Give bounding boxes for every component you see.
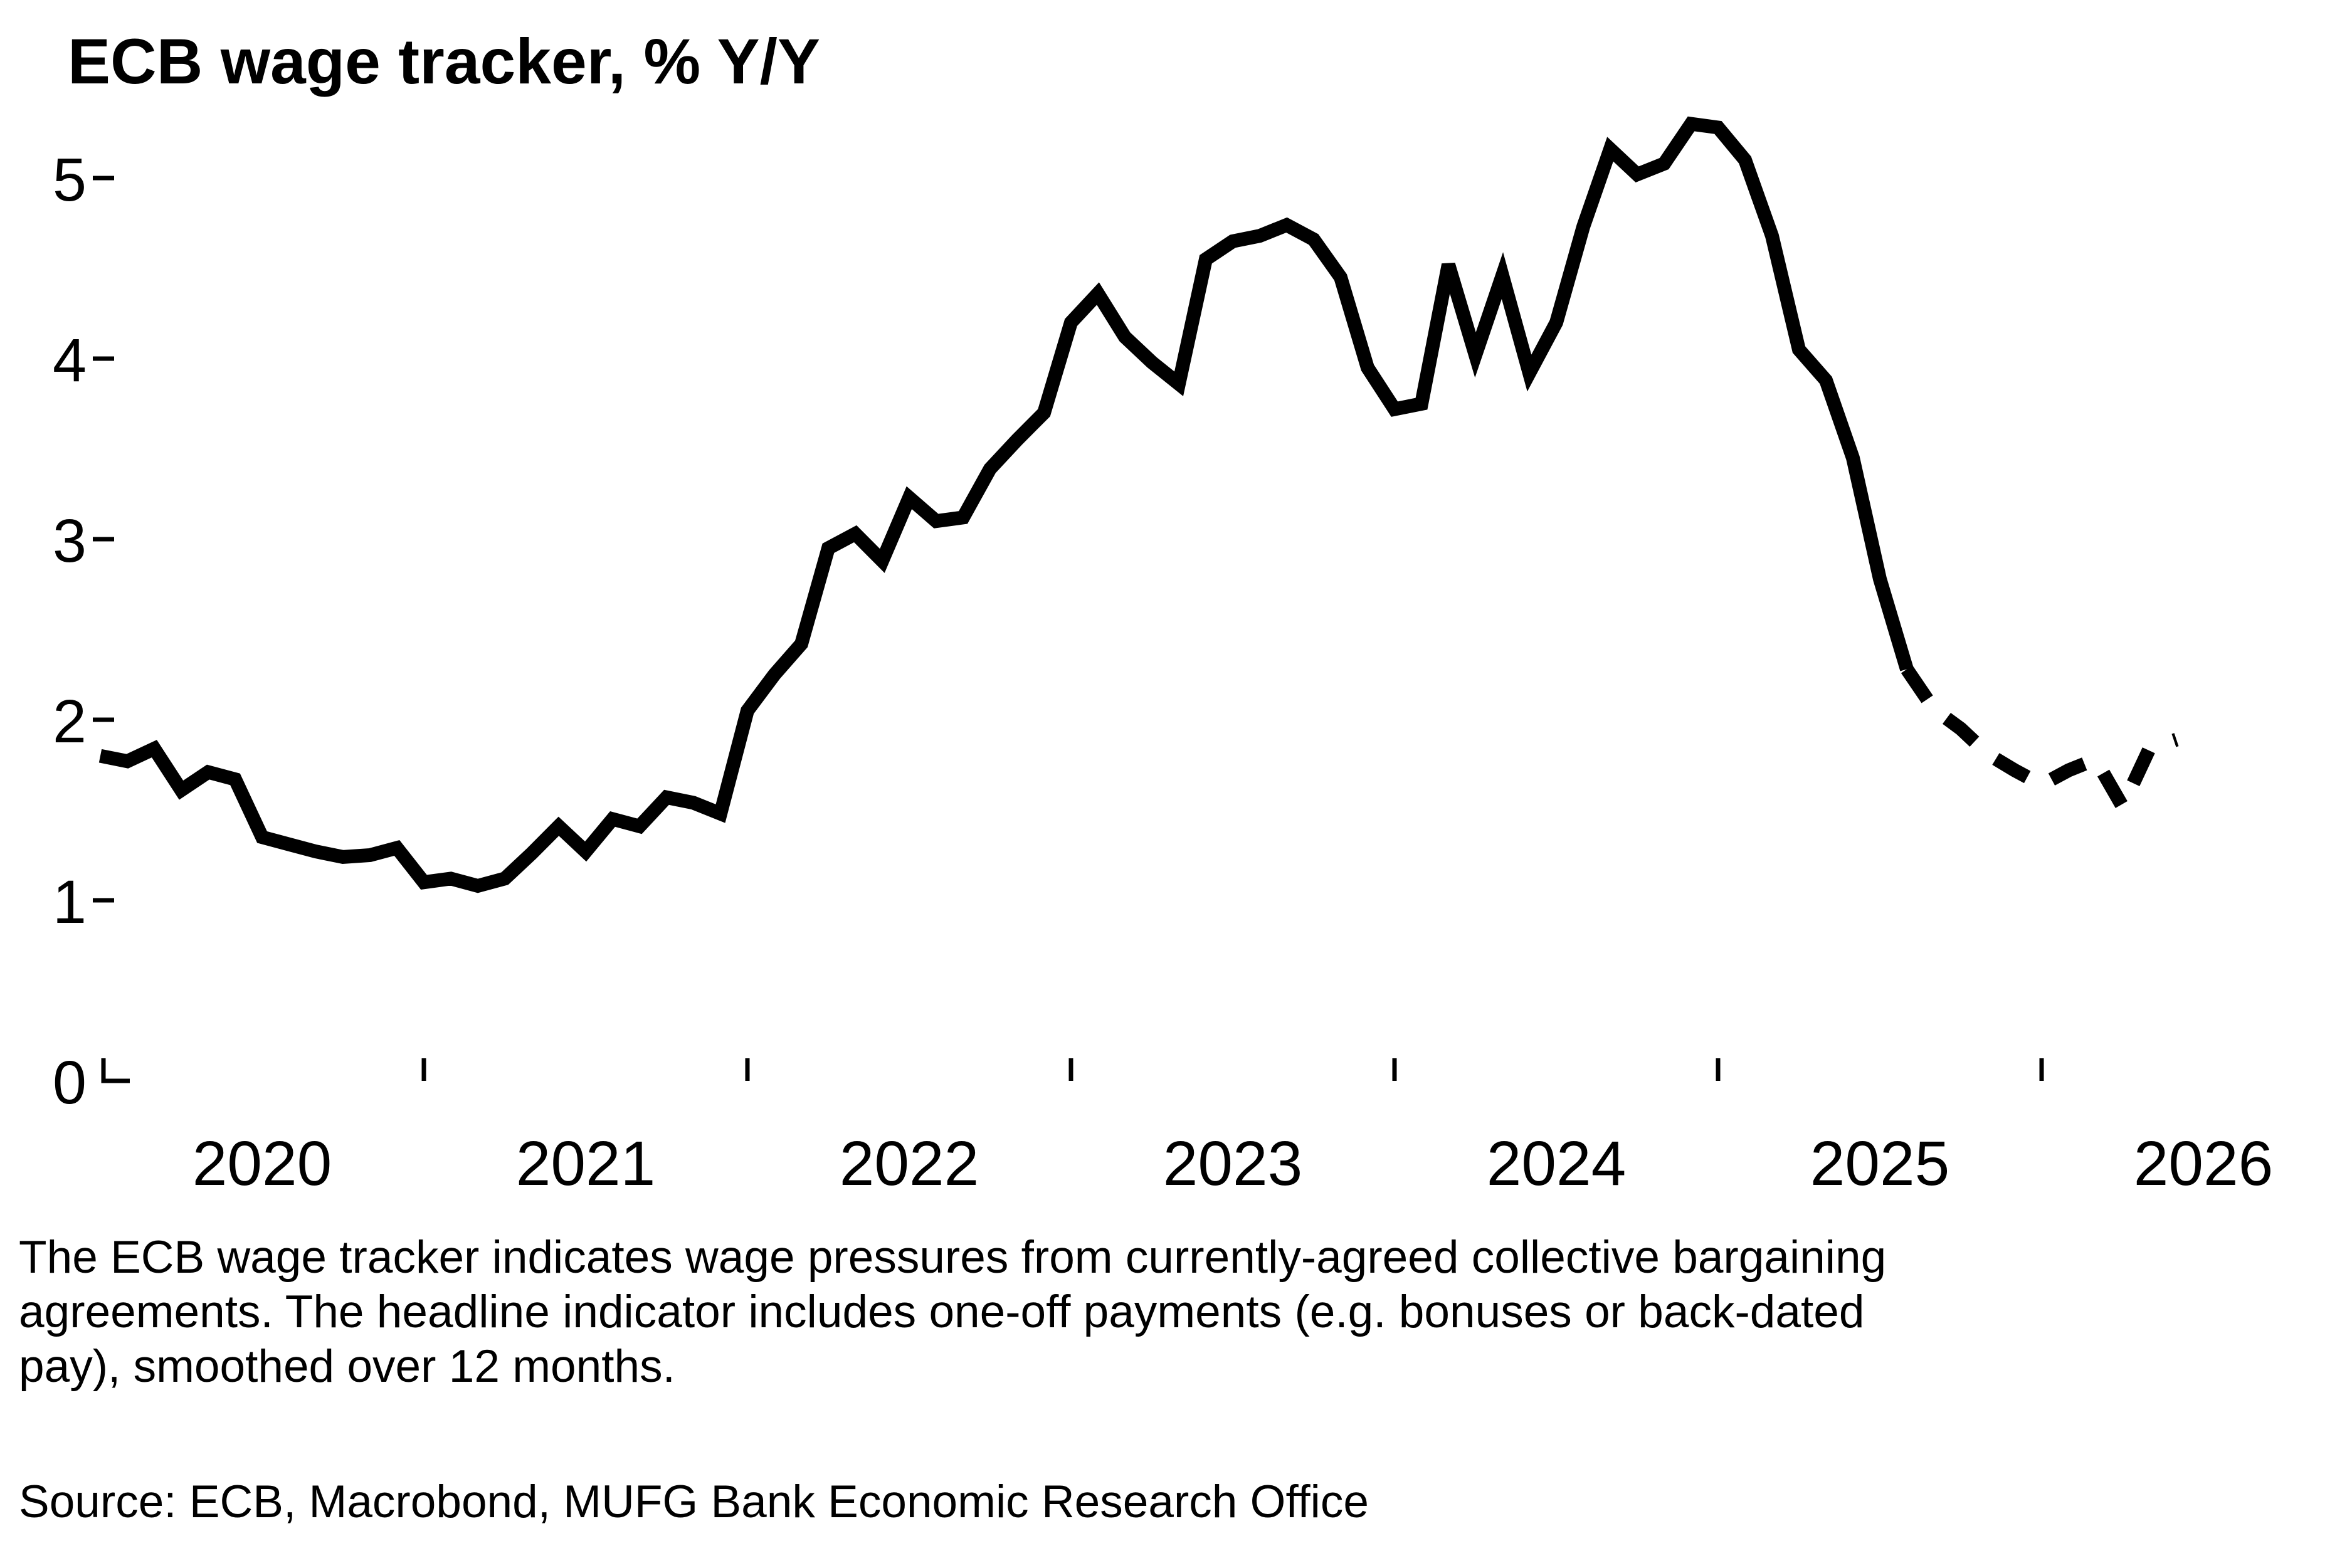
y-axis-label: 1 — [53, 868, 87, 936]
source-line: Source: ECB, Macrobond, MUFG Bank Econom… — [19, 1476, 1369, 1527]
y-axis-label: 4 — [53, 326, 87, 394]
y-axis-corner-tick — [101, 1058, 130, 1083]
chart-title: ECB wage tracker, % Y/Y — [68, 26, 821, 97]
forecast-dashed-line — [1901, 665, 2179, 822]
y-axis-label: 0 — [53, 1048, 87, 1117]
x-axis-year-label: 2022 — [840, 1129, 979, 1199]
x-axis-year-label: 2021 — [516, 1129, 655, 1199]
footnote-line: The ECB wage tracker indicates wage pres… — [19, 1232, 1887, 1283]
y-axis-label: 3 — [53, 507, 87, 575]
line-series-layer — [98, 116, 2179, 893]
x-axis-year-label: 2023 — [1163, 1129, 1302, 1199]
wage-tracker-line — [98, 116, 1914, 893]
y-axis-label: 2 — [53, 687, 87, 755]
x-axis-year-label: 2026 — [2134, 1129, 2273, 1199]
axes-layer: 0 1 2 3 4 5 2020 2021 2022 2023 2024 2025 2026 — [53, 145, 2273, 1199]
x-axis-year-label: 2020 — [192, 1129, 332, 1199]
footnote-line: agreements. The headline indicator inclu… — [19, 1286, 1865, 1337]
x-axis-year-label: 2025 — [1810, 1129, 1949, 1199]
y-axis-label: 5 — [53, 145, 87, 214]
x-axis-year-label: 2024 — [1487, 1129, 1626, 1199]
footnote-line: pay), smoothed over 12 months. — [19, 1341, 675, 1392]
chart-footnote: The ECB wage tracker indicates wage pres… — [19, 1230, 2251, 1394]
